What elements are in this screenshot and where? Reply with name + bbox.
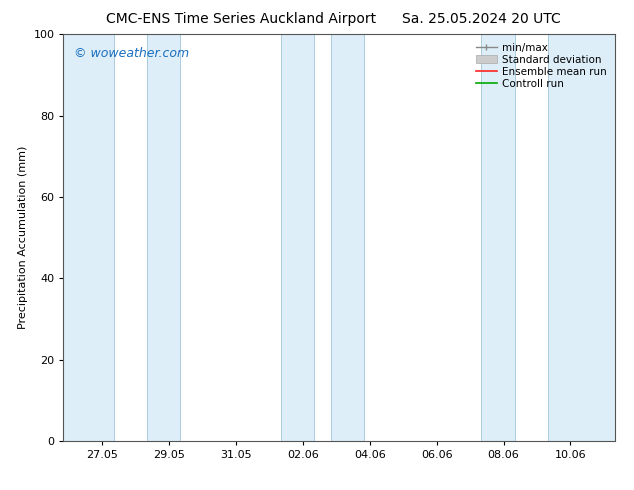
Y-axis label: Precipitation Accumulation (mm): Precipitation Accumulation (mm)	[18, 146, 28, 329]
Text: Sa. 25.05.2024 20 UTC: Sa. 25.05.2024 20 UTC	[403, 12, 561, 26]
Legend: min/max, Standard deviation, Ensemble mean run, Controll run: min/max, Standard deviation, Ensemble me…	[473, 40, 610, 92]
Bar	[281, 34, 314, 441]
Bar	[548, 34, 615, 441]
Bar	[481, 34, 515, 441]
Bar	[63, 34, 113, 441]
Bar	[331, 34, 365, 441]
Text: © woweather.com: © woweather.com	[74, 47, 190, 59]
Bar	[147, 34, 181, 441]
Text: CMC-ENS Time Series Auckland Airport: CMC-ENS Time Series Auckland Airport	[106, 12, 376, 26]
